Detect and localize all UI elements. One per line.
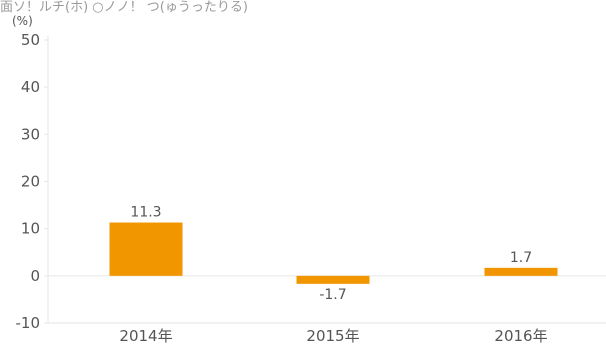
- y-tick-label: 20: [21, 173, 40, 191]
- data-label: 11.3: [130, 205, 161, 221]
- y-axis-unit-label: (%): [12, 14, 33, 28]
- data-label: 1.7: [510, 250, 532, 266]
- y-tick-label: 50: [21, 31, 40, 49]
- bar-2014: [109, 222, 183, 276]
- x-tick-label: 2014年: [119, 327, 172, 345]
- y-tick-label: 0: [30, 267, 40, 285]
- bar-2015: [296, 275, 370, 284]
- data-labels: 11.3 -1.7 1.7: [130, 205, 532, 303]
- bar-series: [109, 222, 558, 284]
- data-label: -1.7: [319, 287, 346, 303]
- y-tick-label: -10: [16, 314, 41, 332]
- clipped-header-text: 面ソ！ルチ(ホ) ○ノノ！ つ(ゅうったりる): [0, 0, 248, 15]
- y-tick-label: 30: [21, 125, 40, 143]
- x-tick-label: 2016年: [494, 327, 547, 345]
- x-axis: 2014年 2015年 2016年: [48, 322, 606, 345]
- y-axis: -10 0 10 20 30 40 50: [16, 31, 606, 332]
- x-tick-label: 2015年: [306, 327, 359, 345]
- bar-2016: [484, 267, 558, 276]
- y-tick-label: 40: [21, 78, 40, 96]
- y-tick-label: 10: [21, 220, 40, 238]
